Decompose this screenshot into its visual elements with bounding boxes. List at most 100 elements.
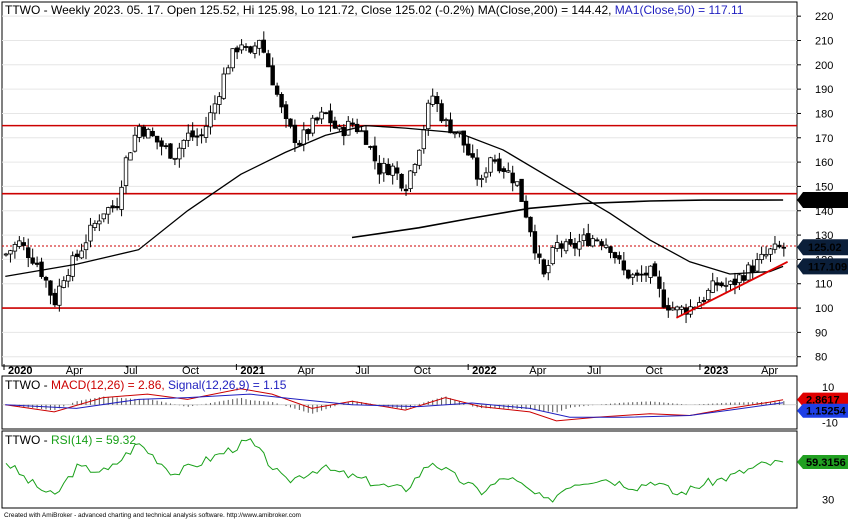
x-axis-label: Jul <box>355 365 369 377</box>
rsi-value-badge-bg <box>797 455 848 470</box>
candle-up <box>172 157 178 160</box>
candle-down <box>110 205 115 209</box>
candle-down <box>474 157 480 180</box>
candle-down <box>537 253 542 258</box>
candle-down <box>270 65 275 86</box>
candle-up <box>310 117 315 134</box>
candle-down <box>243 46 249 48</box>
close-value-badge-bg <box>797 239 848 256</box>
candle-up <box>177 147 182 160</box>
candle-up <box>479 178 484 180</box>
candle-up <box>137 125 142 138</box>
ma50-value-badge-bg <box>797 258 848 275</box>
candle-up <box>61 280 66 288</box>
candle-down <box>394 167 400 174</box>
candle-down <box>559 243 564 249</box>
candle-down <box>26 247 31 259</box>
candle-down <box>52 292 58 306</box>
macd-title-macd: MACD(12,26) = 2.86, <box>51 378 168 392</box>
candle-up <box>208 112 213 128</box>
x-axis-label: 2021 <box>240 365 264 377</box>
x-axis-label: Oct <box>182 365 199 377</box>
candle-down <box>732 278 738 286</box>
candle-down <box>154 135 160 143</box>
candle-down <box>21 242 26 246</box>
candle-down <box>532 231 538 254</box>
ma200-value-badge-bg <box>797 192 848 209</box>
x-axis-label: Apr <box>298 365 315 377</box>
candle-up <box>101 213 106 220</box>
candle-down <box>781 246 787 249</box>
candle-down <box>163 145 169 148</box>
candle-up <box>772 243 778 250</box>
candle-up <box>550 247 555 265</box>
candle-up <box>603 244 609 248</box>
price-tick-label: 190 <box>815 84 833 96</box>
candle-down <box>594 239 600 242</box>
signal-line <box>5 393 784 418</box>
candle-down <box>657 276 662 289</box>
candle-down <box>621 260 627 271</box>
candle-up <box>706 289 711 301</box>
candle-down <box>626 269 631 279</box>
candle-up <box>754 259 760 272</box>
candle-down <box>234 47 240 53</box>
candle-down <box>48 280 53 296</box>
candle-down <box>497 158 502 172</box>
candle-up <box>346 120 351 136</box>
price-tick-label: 80 <box>815 352 827 364</box>
candle-up <box>488 157 493 173</box>
candle-up <box>70 255 75 277</box>
price-tick-label: 130 <box>815 230 833 242</box>
candle-up <box>301 129 307 145</box>
signal-value-badge-bg <box>797 403 848 418</box>
candle-down <box>199 134 204 137</box>
price-panel-title: TTWO - Weekly 2023. 05. 17. Open 125.52,… <box>5 3 744 17</box>
candle-up <box>737 274 742 284</box>
candle-up <box>319 111 324 120</box>
candle-down <box>194 135 200 138</box>
candle-down <box>283 104 289 120</box>
candle-down <box>434 96 440 105</box>
candle-down <box>386 163 391 176</box>
x-axis-label: Jul <box>587 365 601 377</box>
candle-up <box>768 248 773 255</box>
moving-averages <box>5 124 789 319</box>
candle-up <box>430 95 435 105</box>
macd-panel-title: TTWO - MACD(12,26) = 2.86, Signal(12,26,… <box>5 378 287 392</box>
macd-title-ticker: TTWO - <box>5 378 51 392</box>
price-tick-label: 160 <box>815 157 833 169</box>
candle-down <box>777 244 782 248</box>
candle-down <box>306 129 311 135</box>
candle-up <box>359 130 364 133</box>
candle-up <box>128 152 133 161</box>
price-tick-label: 220 <box>815 11 833 23</box>
candle-down <box>643 272 649 276</box>
candle-up <box>674 306 680 311</box>
candle-up <box>17 240 22 247</box>
candle-up <box>88 224 93 242</box>
candle-down <box>30 257 35 264</box>
candle-up <box>66 275 71 282</box>
candle-up <box>3 253 9 256</box>
x-axis-label: 2020 <box>8 365 32 377</box>
candle-down <box>363 130 369 145</box>
candle-down <box>43 276 49 281</box>
rsi-panel-frame <box>1 430 798 509</box>
candle-up <box>257 39 262 49</box>
candle-down <box>377 162 382 175</box>
candle-down <box>350 122 355 125</box>
candle-down <box>568 238 573 245</box>
candle-down <box>599 241 604 246</box>
candle-down <box>248 46 253 53</box>
candle-up <box>710 280 715 293</box>
candle-down <box>323 112 329 115</box>
candle-up <box>181 139 186 149</box>
candle-up <box>57 285 62 306</box>
candle-down <box>34 262 40 265</box>
price-tick-label: 110 <box>815 279 833 291</box>
candle-up <box>581 234 587 241</box>
candle-up <box>83 242 89 251</box>
